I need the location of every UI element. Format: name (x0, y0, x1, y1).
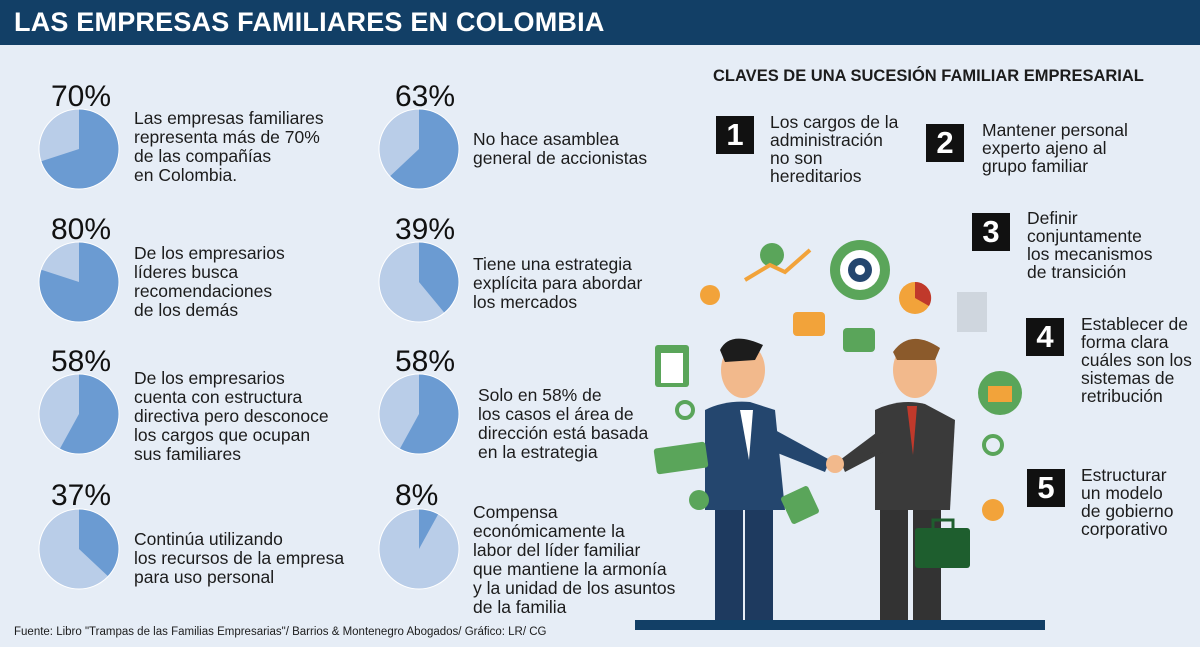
chat-bubble-icon (793, 312, 825, 336)
stat-description: Solo en 58% de los casos el área de dire… (478, 385, 649, 462)
number-badge: 1 (716, 116, 754, 154)
location-pin-icon (689, 490, 709, 510)
pie-chart (38, 241, 120, 323)
stat-percent: 63% (395, 80, 456, 113)
page-title: LAS EMPRESAS FAMILIARES EN COLOMBIA (14, 7, 605, 37)
pie-value-slice (79, 509, 119, 577)
pie-chart (38, 508, 120, 590)
businessman-right-icon (840, 338, 970, 620)
document-icon (957, 292, 987, 332)
pie-value-slice (419, 242, 459, 313)
stat-percent: 39% (395, 213, 456, 246)
key-text: Establecer de forma clara cuáles son los… (1081, 314, 1192, 406)
pie-value-slice (399, 374, 459, 454)
stat-percent: 37% (51, 479, 112, 512)
header-bar: LAS EMPRESAS FAMILIARES EN COLOMBIA (0, 0, 1200, 45)
money-icon (653, 441, 709, 475)
chat-bubble-icon (843, 328, 875, 352)
gear-icon (675, 400, 695, 420)
pie-chart (38, 373, 120, 455)
pie-value-slice (419, 509, 439, 549)
small-chart-icon (760, 243, 784, 267)
pie-chart (38, 108, 120, 190)
pie-chart (378, 508, 460, 590)
pie-chart (378, 108, 460, 190)
number-badge: 5 (1027, 469, 1065, 507)
key-text: Estructurar un modelo de gobierno corpor… (1081, 465, 1174, 539)
stat-percent: 80% (51, 213, 112, 246)
stat-description: De los empresarios líderes busca recomen… (134, 243, 285, 320)
pie-value-slice (59, 374, 119, 454)
stat-percent: 70% (51, 80, 112, 113)
number-badge: 2 (926, 124, 964, 162)
number-badge: 3 (972, 213, 1010, 251)
stat-description: No hace asamblea general de accionistas (473, 129, 648, 168)
pie-value-slice (389, 109, 459, 189)
gear-icon (982, 434, 1004, 456)
pie-value-slice (40, 109, 119, 189)
pie-chart (378, 241, 460, 323)
stat-description: Tiene una estrategia explícita para abor… (473, 254, 643, 312)
businessman-left-icon (705, 338, 830, 620)
key-text: Definir conjuntamente los mecanismos de … (1027, 208, 1153, 282)
stat-percent: 58% (395, 345, 456, 378)
claves-title: CLAVES DE UNA SUCESIÓN FAMILIAR EMPRESAR… (713, 67, 1144, 85)
key-text: Los cargos de la administración no son h… (770, 112, 899, 186)
stat-description: Las empresas familiares representa más d… (134, 108, 324, 185)
number-badge: 4 (1026, 318, 1064, 356)
handshake-icon (826, 455, 844, 473)
stat-description: De los empresarios cuenta con estructura… (134, 368, 329, 464)
lightbulb-icon (700, 285, 720, 305)
pie-value-slice (38, 242, 119, 322)
stat-description: Compensa económicamente la labor del líd… (473, 502, 676, 617)
coin-icon (982, 499, 1004, 521)
stat-percent: 8% (395, 479, 439, 512)
floor-bar (635, 620, 1045, 630)
stat-description: Continúa utilizando los recursos de la e… (134, 529, 345, 587)
source-footer: Fuente: Libro "Trampas de las Familias E… (14, 626, 547, 638)
key-text: Mantener personal experto ajeno al grupo… (982, 120, 1128, 176)
stat-percent: 58% (51, 345, 112, 378)
handshake-illustration (635, 240, 1045, 630)
pie-chart (378, 373, 460, 455)
growth-arrow-icon (743, 248, 812, 282)
